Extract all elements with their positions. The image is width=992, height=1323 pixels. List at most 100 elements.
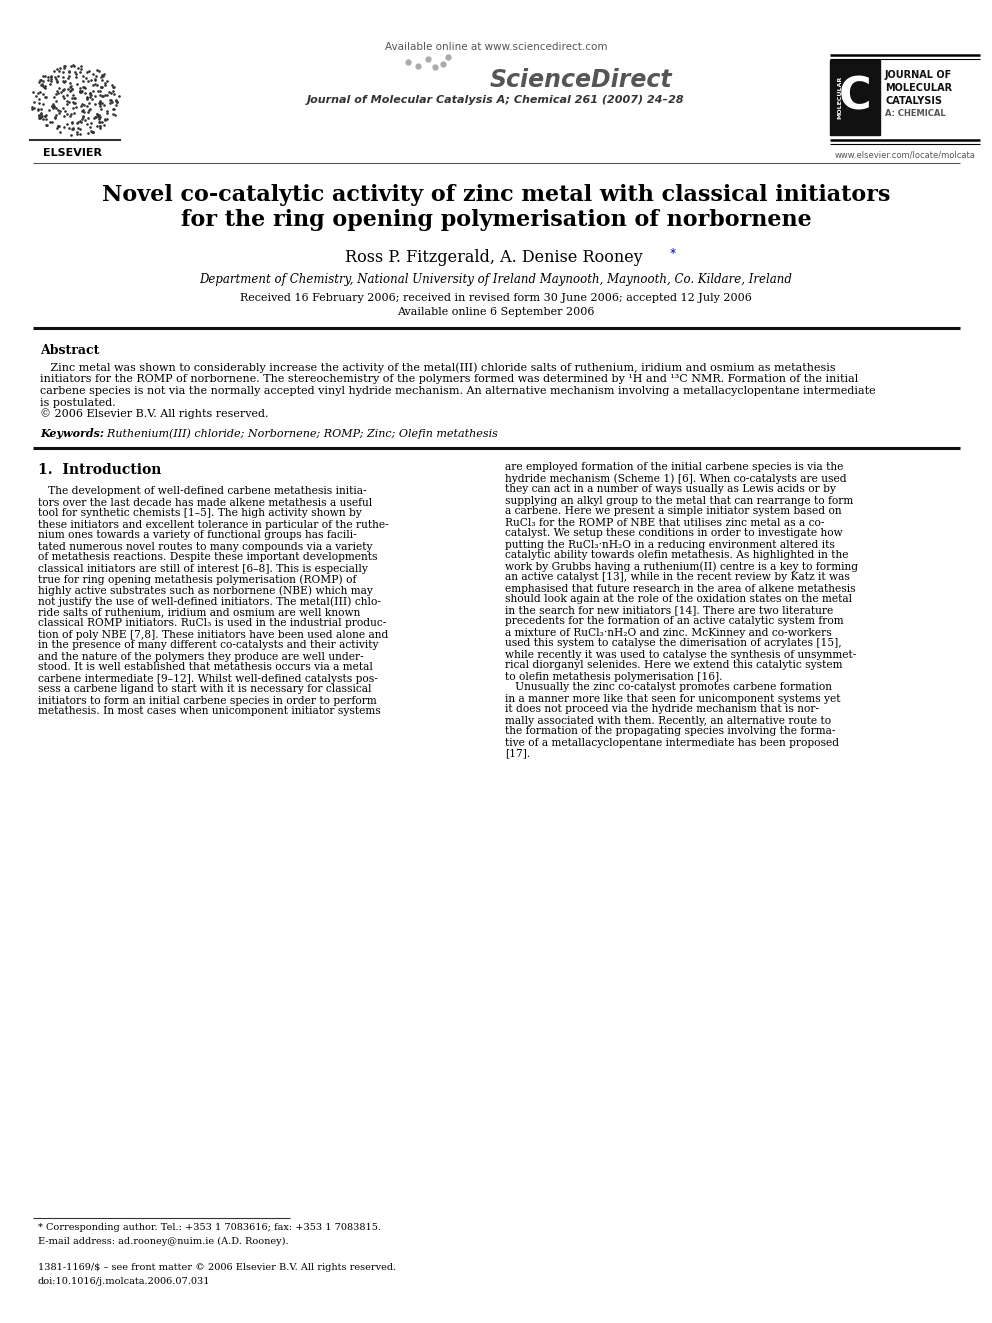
Point	[74, 81, 90, 102]
Point	[48, 107, 63, 128]
Point	[94, 65, 110, 86]
Point	[57, 56, 72, 77]
Text: in a manner more like that seen for unicomponent systems yet: in a manner more like that seen for unic…	[505, 693, 840, 704]
Point	[92, 115, 108, 136]
Point	[35, 94, 51, 115]
Point	[97, 73, 113, 94]
Point	[105, 77, 121, 98]
Point	[107, 105, 123, 126]
Point	[55, 70, 70, 91]
Point	[74, 108, 90, 130]
Point	[99, 101, 115, 122]
Text: carbene intermediate [9–12]. Whilst well-defined catalysts pos-: carbene intermediate [9–12]. Whilst well…	[38, 673, 378, 684]
Point	[28, 85, 44, 106]
Point	[98, 85, 114, 106]
Text: Available online at www.sciencedirect.com: Available online at www.sciencedirect.co…	[385, 42, 607, 52]
Text: classical initiators are still of interest [6–8]. This is especially: classical initiators are still of intere…	[38, 564, 368, 573]
Point	[65, 56, 81, 77]
Text: work by Grubbs having a ruthenium(II) centre is a key to forming: work by Grubbs having a ruthenium(II) ce…	[505, 561, 858, 572]
Text: Received 16 February 2006; received in revised form 30 June 2006; accepted 12 Ju: Received 16 February 2006; received in r…	[240, 292, 752, 303]
Point	[39, 108, 55, 130]
Point	[57, 106, 72, 127]
Point	[46, 95, 62, 116]
Point	[33, 82, 49, 103]
Point	[90, 81, 106, 102]
Point	[94, 69, 110, 90]
Text: it does not proceed via the hydride mechanism that is nor-: it does not proceed via the hydride mech…	[505, 705, 819, 714]
Point	[72, 82, 88, 103]
Point	[92, 81, 108, 102]
Text: metathesis. In most cases when unicomponent initiator systems: metathesis. In most cases when unicompon…	[38, 706, 381, 717]
Point	[75, 106, 91, 127]
Point	[72, 111, 88, 132]
Point	[74, 65, 90, 86]
Point	[88, 74, 104, 95]
Point	[92, 95, 108, 116]
Point	[63, 56, 79, 77]
Point	[55, 97, 70, 118]
Point	[97, 85, 113, 106]
Point	[80, 102, 96, 123]
Point	[51, 61, 66, 82]
Text: E-mail address: ad.rooney@nuim.ie (A.D. Rooney).: E-mail address: ad.rooney@nuim.ie (A.D. …	[38, 1237, 289, 1245]
Text: Journal of Molecular Catalysis A; Chemical 261 (2007) 24–28: Journal of Molecular Catalysis A; Chemic…	[308, 95, 684, 105]
Point	[37, 66, 53, 87]
Point	[66, 93, 82, 114]
Point	[64, 119, 80, 140]
Point	[87, 74, 103, 95]
Text: carbene species is not via the normally accepted vinyl hydride mechanism. An alt: carbene species is not via the normally …	[40, 386, 876, 396]
Point	[60, 85, 75, 106]
Point	[24, 99, 40, 120]
Point	[106, 98, 122, 119]
Text: tool for synthetic chemists [1–5]. The high activity shown by: tool for synthetic chemists [1–5]. The h…	[38, 508, 362, 519]
Point	[68, 66, 84, 87]
Point	[90, 108, 106, 130]
Point	[83, 120, 99, 142]
Point	[27, 98, 43, 119]
Text: a carbene. Here we present a simple initiator system based on: a carbene. Here we present a simple init…	[505, 507, 841, 516]
Point	[57, 71, 72, 93]
Text: 1381-1169/$ – see front matter © 2006 Elsevier B.V. All rights reserved.: 1381-1169/$ – see front matter © 2006 El…	[38, 1263, 396, 1273]
Bar	[830, 60, 880, 135]
Point	[56, 62, 71, 83]
Point	[49, 105, 64, 126]
Point	[43, 66, 59, 87]
Point	[87, 107, 103, 128]
Point	[92, 94, 108, 115]
Point	[63, 87, 79, 108]
Point	[65, 118, 81, 139]
Point	[104, 91, 120, 112]
Point	[111, 86, 127, 107]
Point	[82, 82, 98, 103]
Point	[72, 61, 88, 82]
Point	[91, 107, 107, 128]
Point	[91, 115, 107, 136]
Text: an active catalyst [13], while in the recent review by Katz it was: an active catalyst [13], while in the re…	[505, 573, 850, 582]
Text: they can act in a number of ways usually as Lewis acids or by: they can act in a number of ways usually…	[505, 484, 836, 495]
Text: initiators for the ROMP of norbornene. The stereochemistry of the polymers forme: initiators for the ROMP of norbornene. T…	[40, 374, 858, 385]
Point	[65, 97, 81, 118]
Point	[97, 108, 113, 130]
Point	[85, 64, 101, 85]
Point	[43, 74, 59, 95]
Point	[35, 70, 51, 91]
Point	[40, 69, 56, 90]
Text: Ross P. Fitzgerald, A. Denise Rooney: Ross P. Fitzgerald, A. Denise Rooney	[344, 250, 648, 266]
Text: initiators to form an initial carbene species in order to perform: initiators to form an initial carbene sp…	[38, 696, 377, 705]
Point	[52, 101, 67, 122]
Point	[60, 103, 75, 124]
Text: precedents for the formation of an active catalytic system from: precedents for the formation of an activ…	[505, 617, 843, 627]
Point	[43, 111, 59, 132]
Point	[90, 111, 106, 132]
Point	[45, 97, 61, 118]
Point	[64, 111, 80, 132]
Point	[68, 122, 84, 143]
Point	[95, 85, 111, 106]
Point	[48, 83, 63, 105]
Point	[66, 102, 82, 123]
Point	[98, 102, 114, 123]
Point	[62, 81, 78, 102]
Point	[62, 61, 77, 82]
Point	[56, 78, 71, 99]
Point	[56, 79, 71, 101]
